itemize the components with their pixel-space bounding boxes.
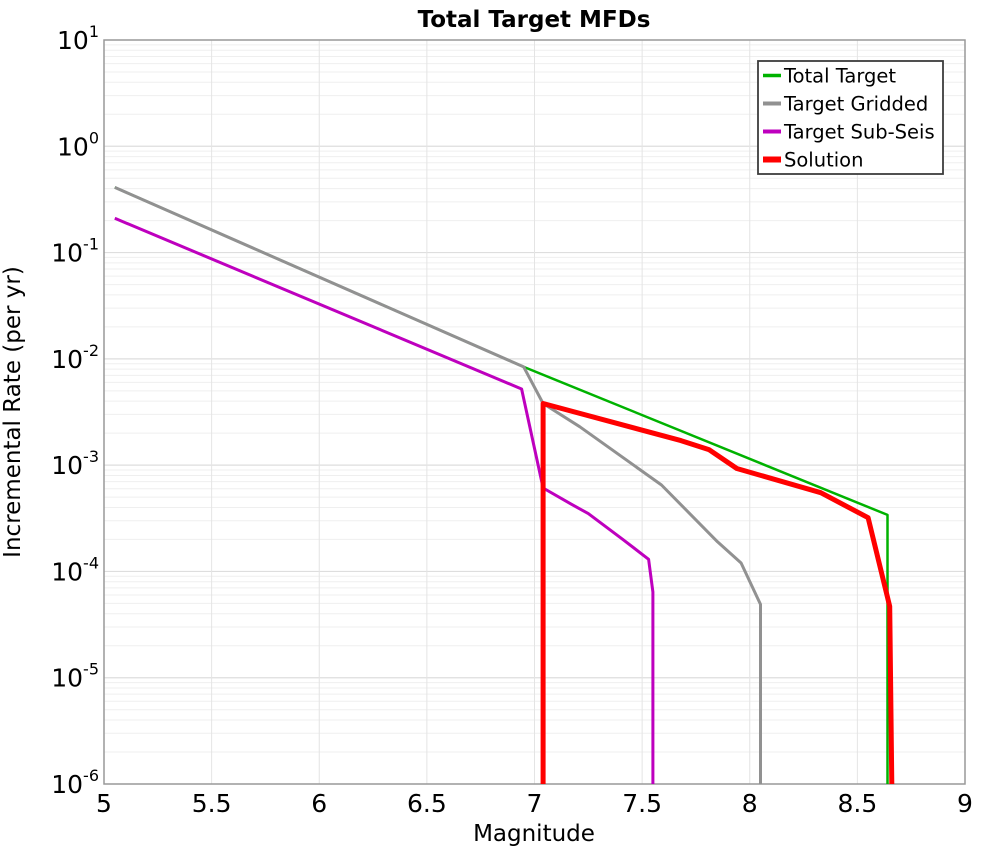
x-tick-label: 7 — [527, 789, 543, 818]
y-tick-label: 10-4 — [51, 553, 99, 586]
y-tick-label: 100 — [57, 128, 99, 161]
x-tick-label: 8 — [742, 789, 758, 818]
y-axis-label: Incremental Rate (per yr) — [0, 266, 26, 558]
y-tick-label: 10-6 — [51, 766, 99, 799]
y-tick-label: 10-1 — [51, 235, 99, 268]
legend-label: Target Sub-Seis — [783, 121, 935, 144]
series-line-target-sub-seis — [114, 216, 655, 784]
y-tick-label: 101 — [57, 22, 99, 55]
y-tick-labels: 101 100 10-1 10-2 10-3 10-4 10-5 10-6 — [51, 22, 99, 799]
x-tick-label: 5 — [96, 789, 112, 818]
y-tick-label: 10-5 — [51, 660, 99, 693]
legend-label: Total Target — [783, 65, 896, 88]
chart-title: Total Target MFDs — [418, 7, 651, 33]
x-tick-label: 9 — [957, 789, 973, 818]
x-axis-label: Magnitude — [473, 821, 595, 847]
legend-label: Target Gridded — [783, 93, 928, 116]
y-tick-label: 10-2 — [51, 341, 99, 374]
x-tick-labels: 5 5.5 6 6.5 7 7.5 8 8.5 9 — [96, 789, 973, 818]
legend-box — [757, 60, 944, 175]
series-line-solution — [540, 401, 895, 785]
y-tick-label: 10-3 — [51, 447, 99, 480]
series-line-target-gridded — [114, 186, 762, 784]
x-tick-label: 5.5 — [192, 789, 232, 818]
x-tick-label: 6 — [311, 789, 327, 818]
plot-frame — [103, 39, 966, 785]
legend-label: Solution — [784, 149, 863, 172]
x-tick-label: 7.5 — [622, 789, 662, 818]
series-layer — [114, 186, 895, 785]
x-tick-label: 8.5 — [837, 789, 877, 818]
x-tick-label: 6.5 — [407, 789, 447, 818]
legend: Total Target Target Gridded Target Sub-Sei… — [757, 60, 944, 175]
